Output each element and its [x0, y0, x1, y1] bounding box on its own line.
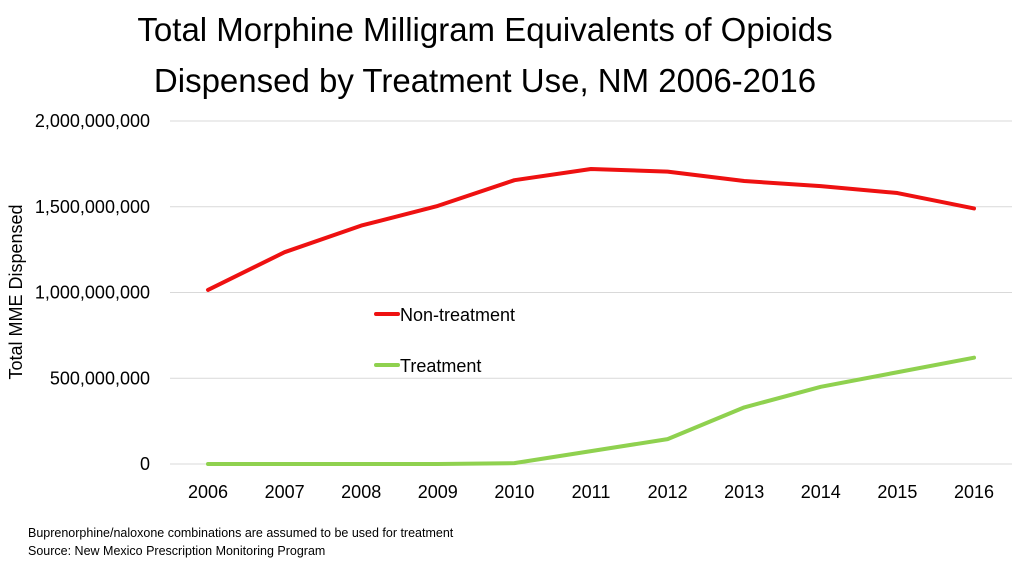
chart-title-line-2: Dispensed by Treatment Use, NM 2006-2016 — [153, 62, 817, 100]
chart-title-line-1: Total Morphine Milligram Equivalents of … — [137, 11, 833, 48]
series-lines — [206, 167, 976, 466]
gridlines — [170, 120, 1012, 465]
x-axis-ticks: 2006 2007 2008 2009 2010 2011 2012 2013 2014 2015… — [188, 482, 994, 502]
legend: Non-treatment Treatment — [374, 305, 515, 376]
x-tick-label: 2006 — [188, 482, 228, 502]
x-tick-label: 2016 — [954, 482, 994, 502]
footnote-source: Source: New Mexico Prescription Monitori… — [28, 544, 326, 558]
x-tick-label: 2009 — [418, 482, 458, 502]
legend-label-treatment: Treatment — [400, 356, 481, 376]
x-tick-label: 2015 — [877, 482, 917, 502]
y-tick-label: 1,000,000,000 — [35, 283, 150, 303]
chart-title: Total Morphine Milligram Equivalents of … — [40, 4, 930, 106]
footnotes: Buprenorphine/naloxone combinations are … — [28, 524, 453, 560]
x-tick-label: 2012 — [648, 482, 688, 502]
x-tick-label: 2013 — [724, 482, 764, 502]
y-axis-ticks: 0 500,000,000 1,000,000,000 1,500,000,000 2,… — [35, 111, 150, 474]
y-tick-label: 500,000,000 — [50, 368, 150, 388]
footnote-treatment-assumption: Buprenorphine/naloxone combinations are … — [28, 526, 454, 540]
x-tick-label: 2011 — [572, 482, 611, 502]
x-tick-label: 2010 — [494, 482, 534, 502]
x-tick-label: 2008 — [341, 482, 381, 502]
y-tick-label: 2,000,000,000 — [35, 111, 150, 131]
x-tick-label: 2014 — [801, 482, 841, 502]
series-line-non-treatment — [206, 167, 976, 292]
y-axis-title: Total MME Dispensed — [6, 204, 26, 379]
y-tick-label: 1,500,000,000 — [35, 197, 150, 217]
y-tick-label: 0 — [140, 454, 150, 474]
x-tick-label: 2007 — [265, 482, 305, 502]
series-line-treatment — [206, 355, 976, 466]
legend-label-non-treatment: Non-treatment — [400, 305, 515, 325]
